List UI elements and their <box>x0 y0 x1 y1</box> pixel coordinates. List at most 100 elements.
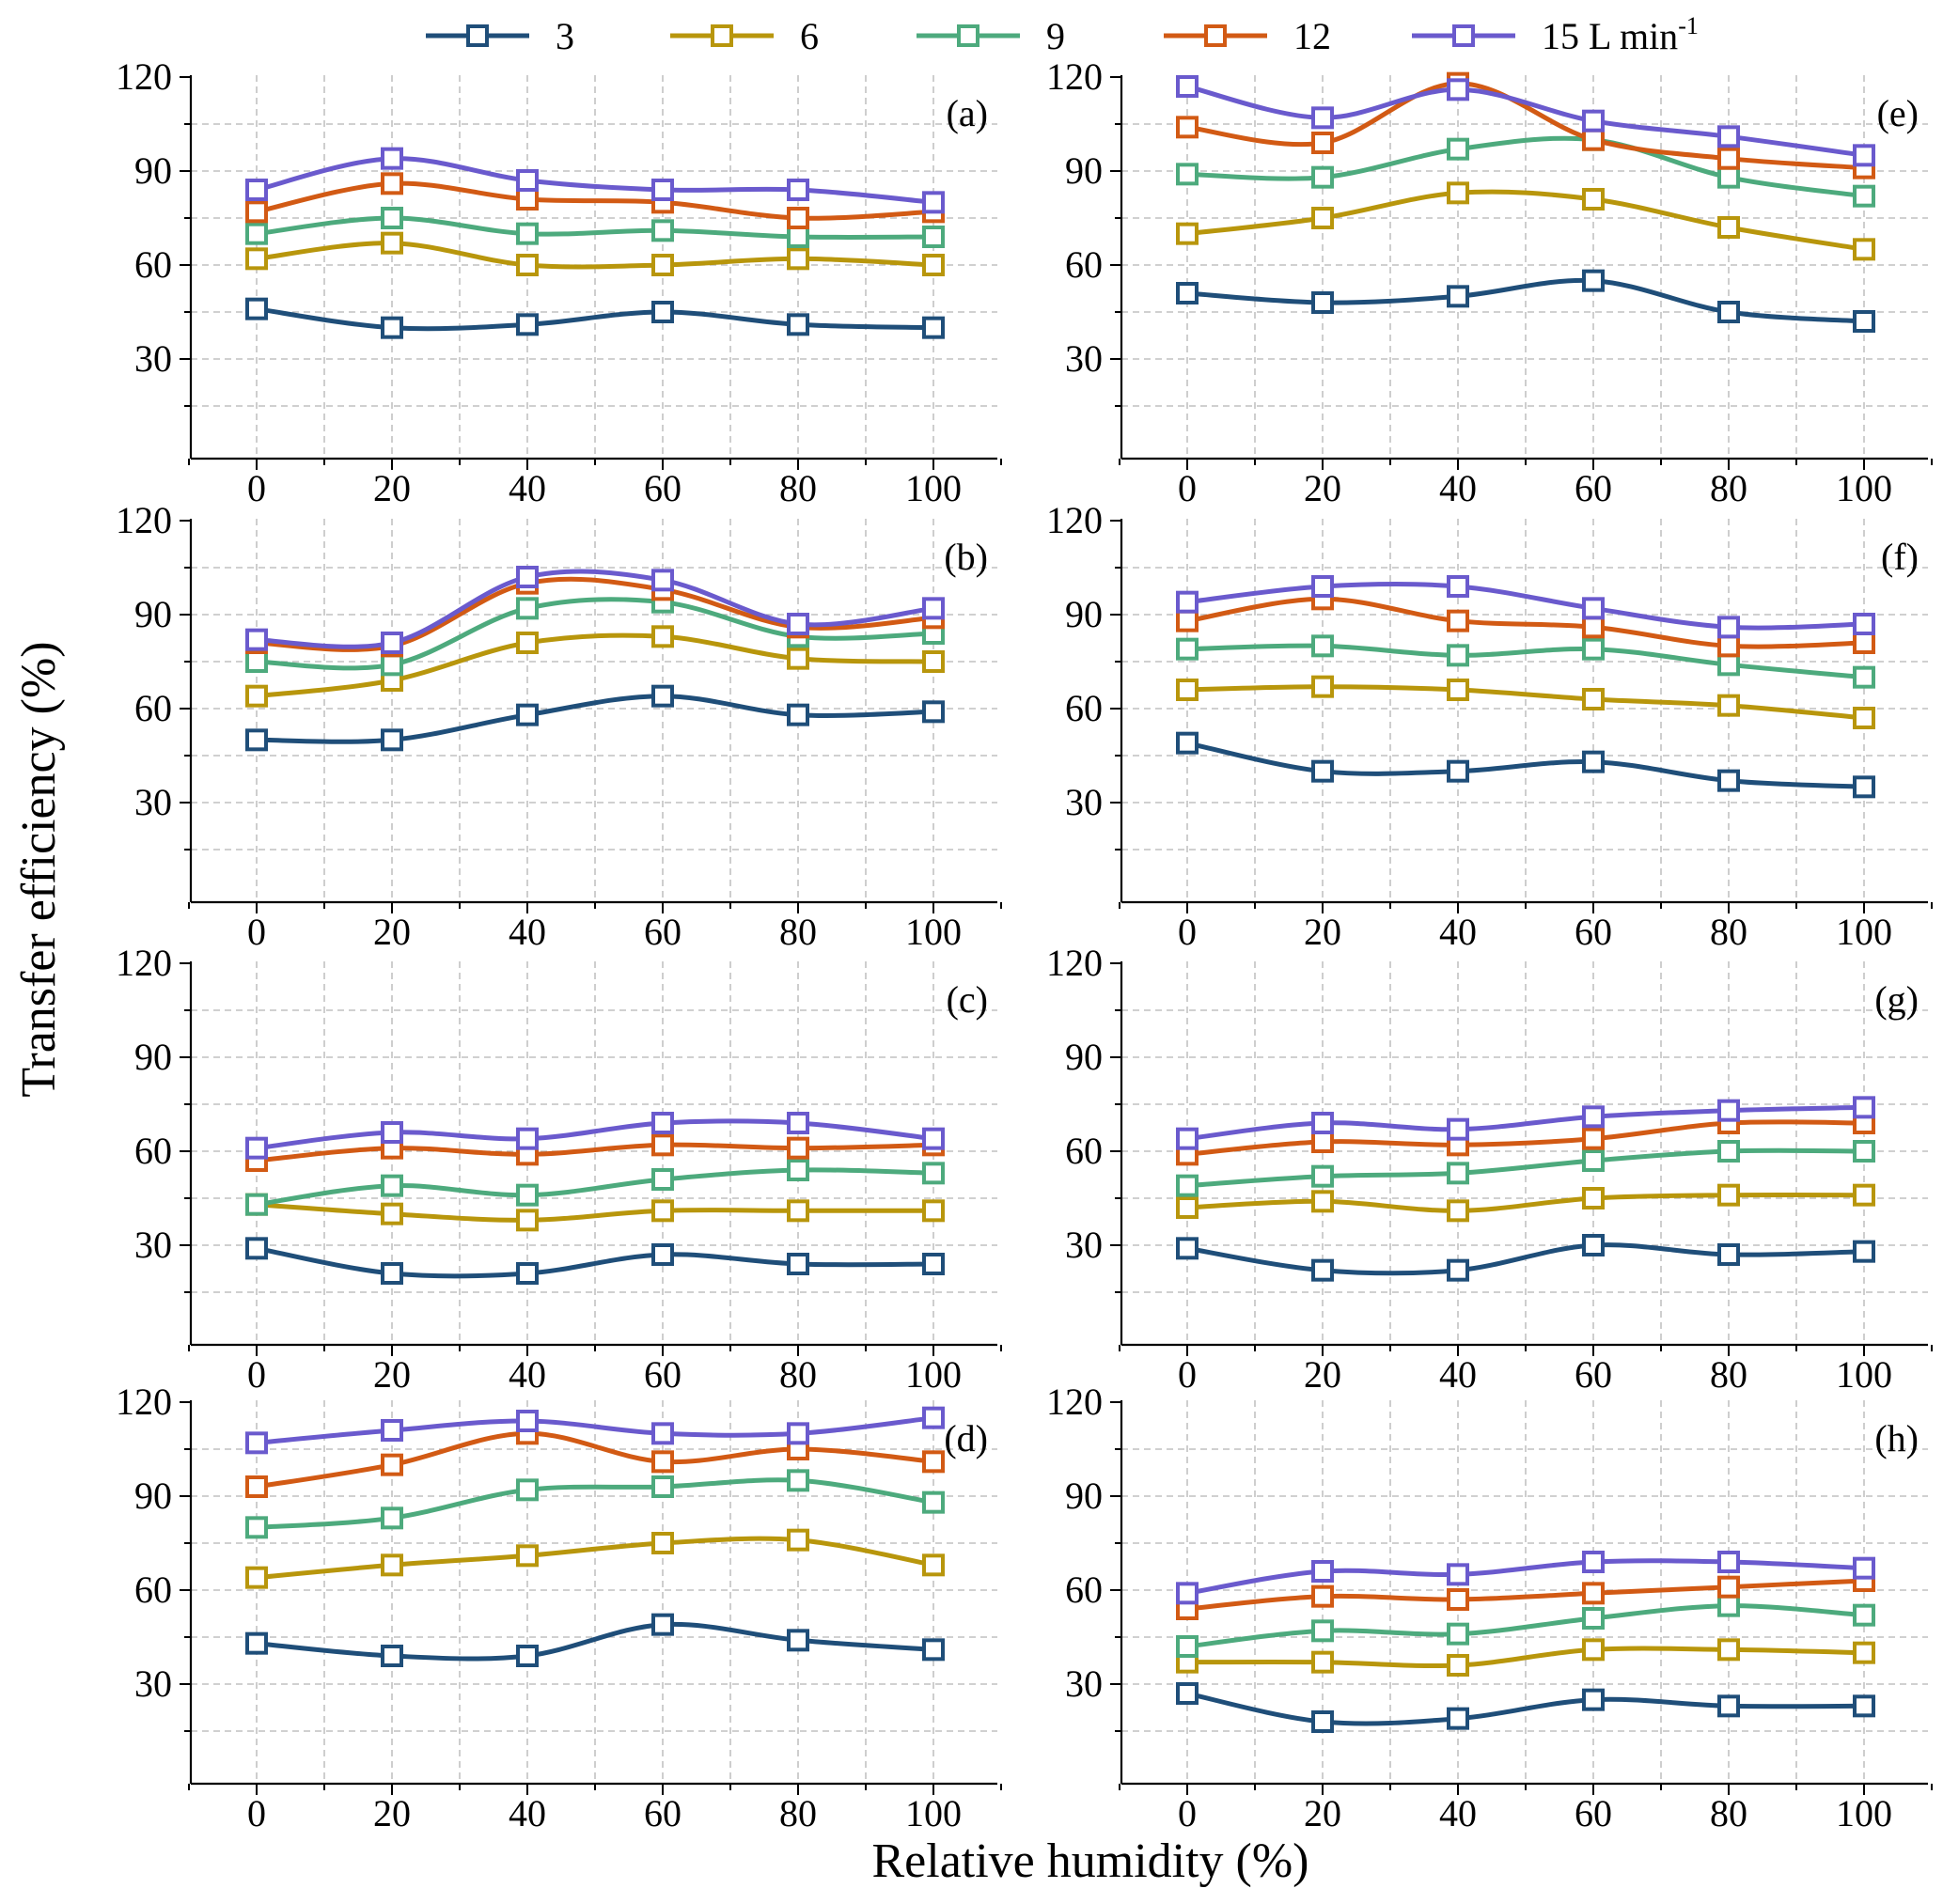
series-6 <box>245 1528 945 1589</box>
data-point <box>1582 1105 1605 1129</box>
data-point <box>922 226 945 248</box>
data-point <box>922 1450 945 1474</box>
y-axis-title: Transfer efficiency (%) <box>12 641 66 1097</box>
data-point <box>1311 106 1334 130</box>
series-line <box>1184 1147 1867 1189</box>
grid <box>1121 75 1928 459</box>
data-point <box>245 247 268 271</box>
data-point <box>381 207 403 229</box>
data-point <box>1311 1131 1334 1153</box>
series-line <box>1184 581 1867 631</box>
data-point <box>1853 632 1875 654</box>
series-6 <box>1176 675 1875 729</box>
data-point <box>787 313 809 336</box>
data-point <box>922 1490 945 1514</box>
data-point <box>1717 1594 1740 1617</box>
panel-label: (h) <box>1874 1417 1919 1459</box>
data-point <box>245 1431 268 1455</box>
legend-item-3: 3 <box>426 15 574 57</box>
series-line <box>254 569 936 649</box>
panel-label: (a) <box>947 92 988 134</box>
series-line <box>254 1118 936 1151</box>
legend-marker <box>466 24 489 47</box>
data-point <box>651 1613 674 1636</box>
series-3 <box>1176 269 1875 333</box>
data-point <box>516 254 539 276</box>
y-tick-label: 120 <box>116 55 172 98</box>
x-tick-label: 80 <box>1710 911 1747 953</box>
data-point <box>922 191 945 214</box>
data-point <box>516 566 539 588</box>
x-tick-label: 0 <box>247 467 266 509</box>
panel-label: (b) <box>944 536 988 578</box>
series-line <box>254 306 936 332</box>
data-point <box>516 1410 539 1432</box>
legend-label: 6 <box>800 15 819 57</box>
data-point <box>1853 707 1875 729</box>
data-point <box>516 1262 539 1285</box>
data-point <box>787 226 809 248</box>
data-point <box>651 684 674 708</box>
data-point <box>1447 78 1469 101</box>
y-tick-label: 90 <box>134 1475 172 1517</box>
x-tick-label: 100 <box>905 911 962 953</box>
data-point <box>1582 1187 1605 1210</box>
data-point <box>1717 216 1740 239</box>
data-point <box>651 1112 674 1134</box>
y-tick-label: 60 <box>134 1130 172 1172</box>
data-point <box>1717 1243 1740 1266</box>
data-point <box>245 1193 268 1216</box>
data-point <box>381 1121 403 1144</box>
x-axis-title: Relative humidity (%) <box>871 1834 1308 1888</box>
data-point <box>1311 132 1334 154</box>
data-point <box>1311 165 1334 189</box>
data-point <box>245 684 268 708</box>
legend-marker <box>1452 24 1475 47</box>
x-tick-label: 100 <box>905 1353 962 1396</box>
data-point <box>1853 1240 1875 1263</box>
y-tick-label: 60 <box>1065 1130 1103 1172</box>
data-point <box>1582 1638 1605 1662</box>
data-point <box>787 1469 809 1492</box>
legend-label: 12 <box>1293 15 1331 57</box>
data-point <box>1311 1584 1334 1608</box>
data-point <box>787 613 809 635</box>
series-line <box>254 241 936 270</box>
y-tick-label: 120 <box>116 942 172 984</box>
data-point <box>1311 575 1334 598</box>
data-point <box>787 179 809 201</box>
x-tick-label: 40 <box>509 1792 546 1834</box>
data-point <box>922 1638 945 1662</box>
x-tick-label: 80 <box>779 1792 817 1834</box>
data-point <box>1582 1688 1605 1711</box>
x-tick-label: 60 <box>644 467 682 509</box>
series-3 <box>245 297 945 339</box>
data-point <box>516 222 539 245</box>
x-tick-label: 40 <box>509 467 546 509</box>
data-point <box>922 1553 945 1577</box>
data-point <box>1447 1117 1469 1141</box>
data-point <box>381 147 403 170</box>
data-point <box>381 1453 403 1476</box>
series-15 <box>245 1112 945 1160</box>
data-point <box>1582 616 1605 639</box>
data-point <box>516 1209 539 1232</box>
y-tick-label: 120 <box>1046 942 1103 984</box>
x-tick-label: 20 <box>1304 911 1341 953</box>
series-6 <box>1176 1183 1875 1223</box>
y-tick-label: 30 <box>1065 781 1103 823</box>
series-line <box>1184 1242 1867 1276</box>
data-point <box>787 1253 809 1275</box>
series-line <box>1184 1578 1867 1612</box>
data-point <box>245 1566 268 1589</box>
series-3 <box>245 1237 945 1285</box>
data-point <box>1717 1099 1740 1122</box>
legend-marker <box>1204 24 1227 47</box>
data-point <box>1447 137 1469 161</box>
legend-item-6: 6 <box>670 15 819 57</box>
series-line <box>1184 84 1867 158</box>
data-point <box>1853 775 1875 799</box>
data-point <box>1582 688 1605 710</box>
data-point <box>245 1631 268 1655</box>
data-point <box>651 254 674 276</box>
